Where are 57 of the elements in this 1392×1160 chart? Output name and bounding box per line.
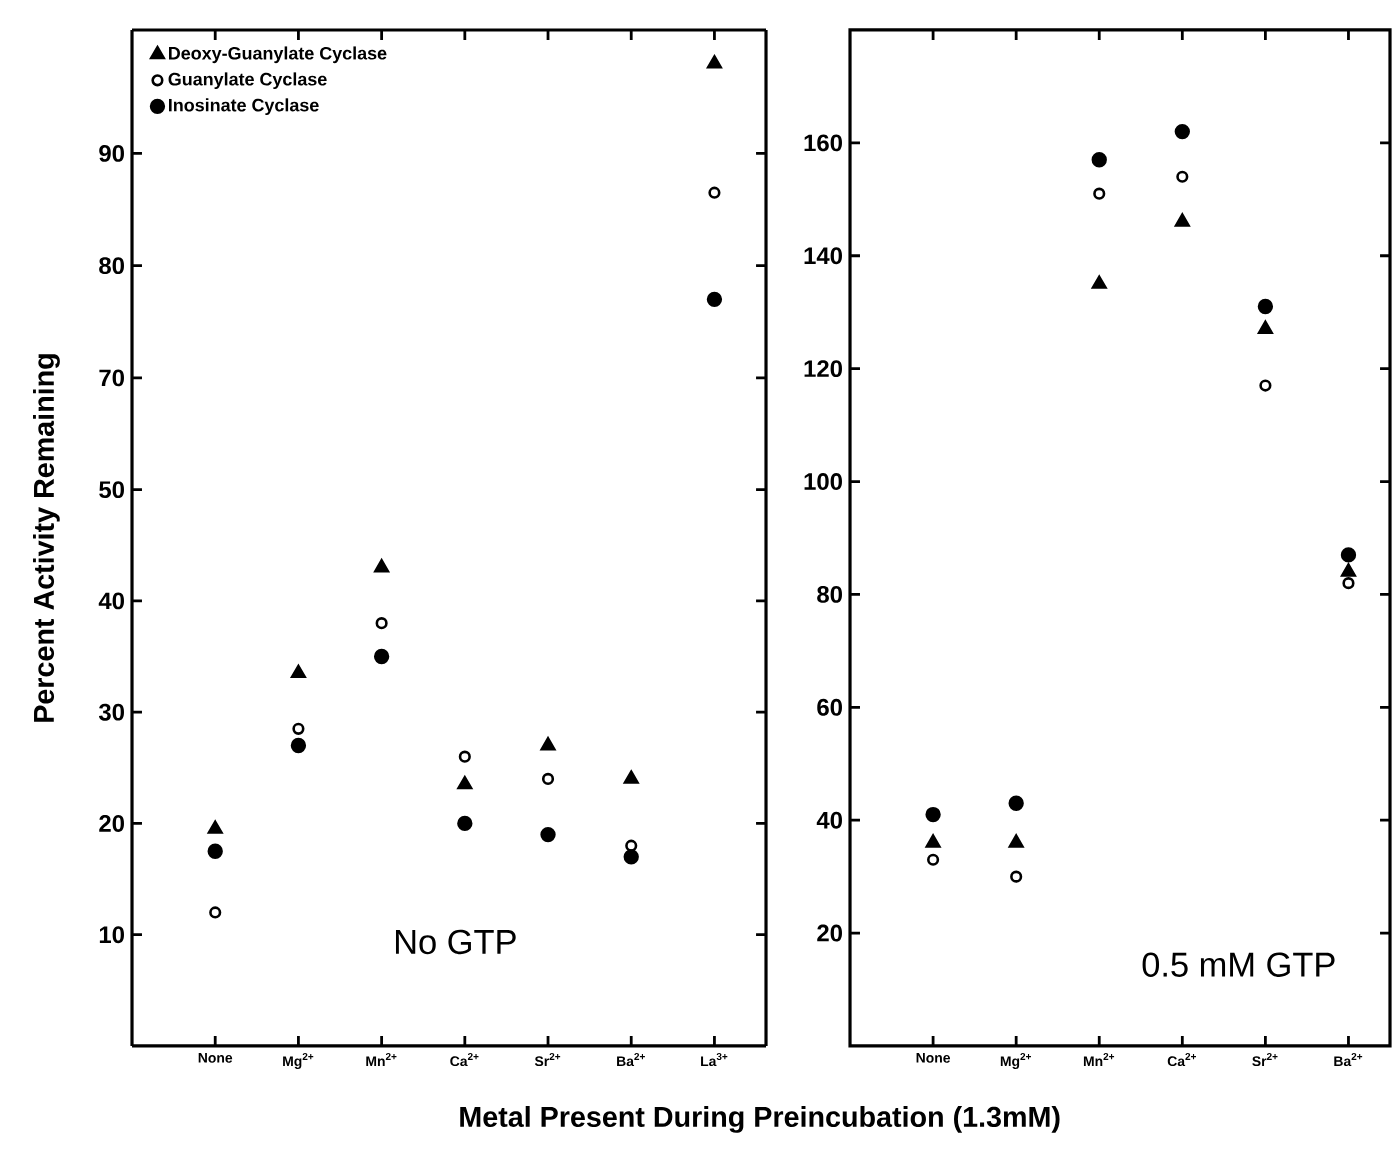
y-tick-label: 30 [98, 703, 124, 721]
point [207, 843, 223, 859]
point [1174, 123, 1190, 140]
y-tick-label: 80 [817, 585, 842, 603]
point [292, 722, 305, 735]
point [625, 839, 638, 852]
point [374, 559, 390, 573]
y-tick-label: 120 [804, 360, 842, 378]
annotation: 0.5 mM GTP [1142, 952, 1335, 977]
y-tick-label: 70 [99, 369, 124, 387]
legend-label: Deoxy-Guanylate Cyclase [169, 46, 387, 64]
y-tick-label: 90 [99, 144, 124, 162]
y-tick-label: 10 [99, 926, 124, 944]
point [1093, 187, 1106, 200]
point [1091, 275, 1107, 289]
point [1010, 870, 1023, 883]
point [373, 648, 390, 665]
point [540, 826, 556, 843]
y-tick-label: 80 [99, 257, 124, 275]
point [290, 737, 307, 754]
x-axis-title: Metal Present During Preincubation (1.3mM) [460, 1105, 1060, 1133]
point [1008, 795, 1024, 811]
y-tick-label: 100 [804, 473, 842, 490]
point [207, 820, 223, 834]
point [925, 834, 941, 848]
point [458, 750, 471, 763]
point [375, 617, 388, 630]
y-tick-label: 40 [816, 811, 842, 829]
point [1091, 152, 1107, 168]
point [927, 853, 940, 866]
y-tick-label: 60 [817, 698, 842, 716]
point [1257, 298, 1274, 315]
point [623, 770, 639, 784]
legend-label: Inosinate Cyclase [169, 98, 319, 116]
y-tick-label: 20 [99, 814, 124, 832]
point [1257, 320, 1273, 335]
point [925, 806, 941, 823]
legend-label: Guanylate Cyclase [168, 72, 327, 90]
point [209, 906, 222, 919]
point [1342, 577, 1355, 590]
point [540, 737, 556, 751]
y-axis-title: Percent Activity Remaining [33, 354, 60, 722]
point [1259, 379, 1272, 392]
point [1174, 213, 1190, 227]
annotation: No GTP [395, 929, 516, 955]
point [1008, 834, 1024, 848]
point [457, 815, 473, 832]
point [623, 849, 639, 865]
y-tick-label: 20 [817, 924, 842, 942]
point [457, 776, 473, 790]
y-tick-label: 50 [99, 481, 124, 499]
y-tick-label: 40 [98, 592, 124, 610]
y-tick-label: 140 [804, 247, 842, 265]
point [541, 772, 555, 785]
y-tick-label: 160 [804, 134, 842, 152]
point [1176, 170, 1189, 183]
point [290, 664, 306, 679]
